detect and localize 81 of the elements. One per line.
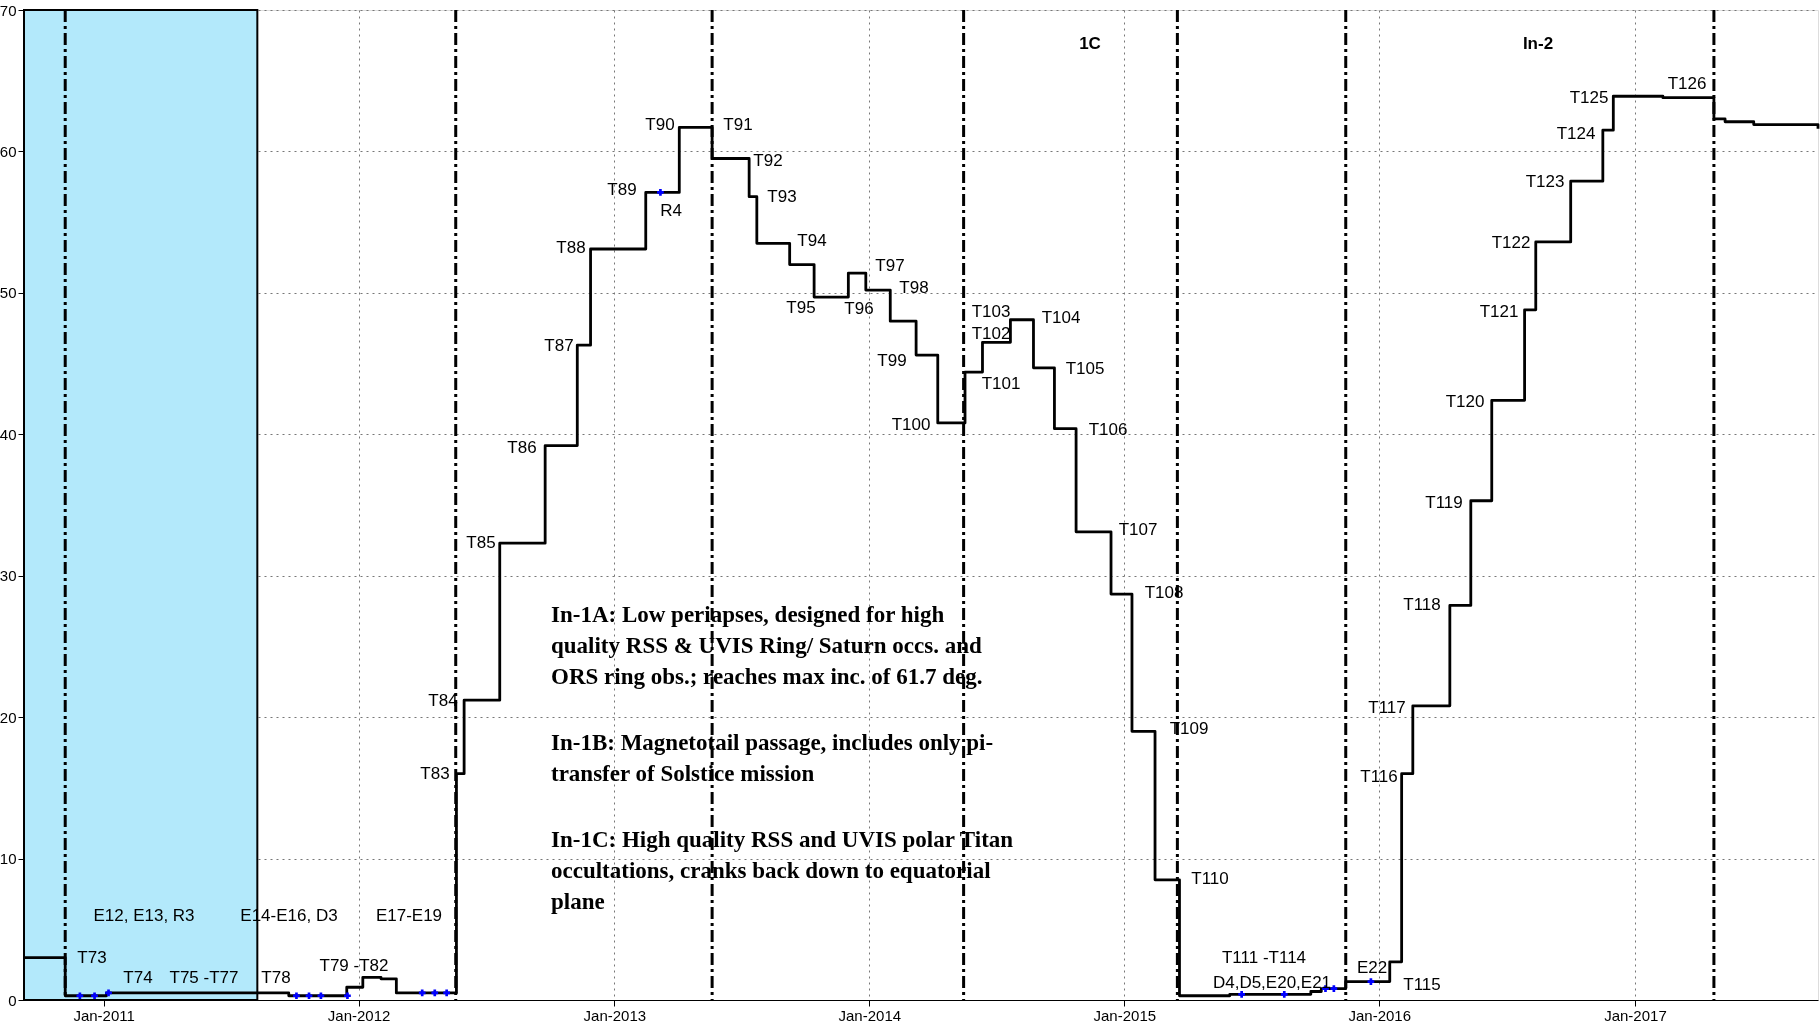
point xyxy=(418,989,426,997)
annotation: T117 xyxy=(1368,698,1406,717)
annotation: T125 xyxy=(1569,88,1609,107)
x-tick-label: Jan-2013 xyxy=(583,1006,647,1024)
annotation: T124 xyxy=(1556,124,1596,143)
annotation: T93 xyxy=(767,187,797,206)
x-tick-label: Jan-2016 xyxy=(1348,1006,1412,1024)
x-tick-label: Jan-2011 xyxy=(73,1006,135,1024)
annotation: T73 xyxy=(77,948,107,967)
y-tick-label: 70 xyxy=(0,1,17,19)
x-tick-label: Jan-2017 xyxy=(1604,1006,1667,1024)
annotation: In-2 xyxy=(1522,34,1554,53)
annotation: T74 xyxy=(123,968,153,987)
annotation: T87 xyxy=(544,336,574,355)
y-tick-label: 20 xyxy=(0,708,17,726)
annotation: R4 xyxy=(660,201,682,220)
annotation: T106 xyxy=(1088,420,1128,439)
annotation: T79 -T82 xyxy=(319,956,389,975)
point xyxy=(344,992,351,1000)
annotation: T85 xyxy=(466,533,496,552)
annotation: T100 xyxy=(891,415,931,434)
annotation: E12, E13, R3 xyxy=(93,906,195,925)
point xyxy=(443,989,451,997)
annotation: In-1C: High quality RSS and UVIS polar Titan occultations, cranks back down to equatorial plane xyxy=(551,827,1014,914)
annotation: T120 xyxy=(1445,392,1485,411)
annotation: T78 xyxy=(261,968,291,987)
annotation: T75 -T77 xyxy=(169,968,239,987)
annotation: T91 xyxy=(723,115,753,134)
annotation: T111 -T114 xyxy=(1221,948,1307,967)
x-tick-label: Jan-2014 xyxy=(838,1006,902,1024)
annotation: T96 xyxy=(844,299,874,318)
annotation: T98 xyxy=(899,278,929,297)
point xyxy=(431,989,439,997)
annotation: T105 xyxy=(1065,359,1105,378)
y-tick-label: 40 xyxy=(0,425,17,443)
annotation: T116 xyxy=(1360,767,1398,786)
point xyxy=(76,992,84,1000)
annotation: T103 xyxy=(971,302,1011,321)
annotation: T95 xyxy=(786,298,816,317)
annotation: T110 xyxy=(1191,869,1229,888)
annotation: T102 xyxy=(971,324,1011,343)
annotation: E17-E19 xyxy=(375,906,443,925)
y-tick-label: 30 xyxy=(0,567,17,585)
point xyxy=(1330,985,1338,993)
annotation: T118 xyxy=(1403,595,1441,614)
annotation: 1C xyxy=(1079,34,1101,53)
point xyxy=(91,992,98,1000)
point xyxy=(105,989,112,997)
annotation: T97 xyxy=(875,256,905,275)
point xyxy=(657,189,664,196)
point xyxy=(317,992,325,1000)
point xyxy=(293,992,300,1000)
annotation: T94 xyxy=(797,231,827,250)
point xyxy=(305,992,313,1000)
x-tick-label: Jan-2012 xyxy=(327,1006,391,1024)
annotation: T101 xyxy=(981,374,1021,393)
point xyxy=(1238,990,1246,998)
annotation: T107 xyxy=(1118,520,1158,539)
point xyxy=(1367,978,1375,985)
annotation: T119 xyxy=(1425,493,1463,512)
annotation: T126 xyxy=(1667,74,1707,93)
y-tick-label: 10 xyxy=(0,850,17,868)
annotation: T99 xyxy=(877,351,907,370)
y-tick-label: 60 xyxy=(0,142,17,160)
y-tick-label: 50 xyxy=(0,284,17,302)
annotation: T90 xyxy=(645,115,675,134)
annotation: T121 xyxy=(1479,302,1519,321)
annotation: T92 xyxy=(753,151,783,170)
point xyxy=(1280,990,1288,998)
annotation: T88 xyxy=(556,238,586,257)
y-tick-label: 0 xyxy=(8,991,17,1009)
annotation: T86 xyxy=(507,438,537,457)
annotation: T89 xyxy=(607,180,637,199)
annotation: T122 xyxy=(1491,233,1531,252)
annotation: T104 xyxy=(1041,308,1081,327)
annotation: T115 xyxy=(1403,975,1441,994)
annotation: T83 xyxy=(420,764,450,783)
annotation: D4,D5,E20,E21 xyxy=(1212,973,1332,992)
annotation: T123 xyxy=(1525,172,1565,191)
x-tick-label: Jan-2015 xyxy=(1093,1006,1157,1024)
annotation: E22 xyxy=(1356,958,1388,977)
